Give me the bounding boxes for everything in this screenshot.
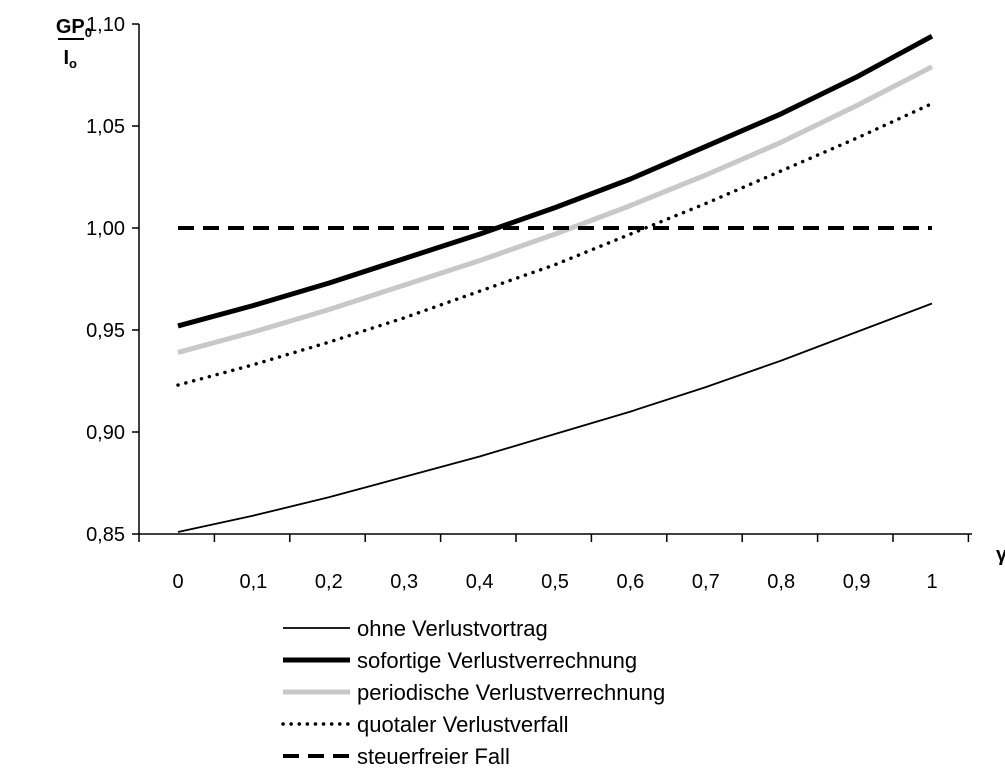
y-label-numerator-text: GP [56,16,85,38]
y-label-denominator-text: I [63,47,69,69]
legend-item: sofortige Verlustverrechnung [283,648,637,673]
y-tick-label: 1,10 [86,14,125,36]
legend-label: steuerfreier Fall [357,744,510,769]
y-label-denominator-sub: o [69,56,77,71]
x-tick-label: 0,6 [616,571,644,593]
x-tick-label: 0,7 [692,571,720,593]
y-tick-label: 0,95 [86,320,125,342]
x-tick-label: 0,3 [390,571,418,593]
x-tick-label: 1 [926,571,937,593]
x-ticks: 0 0,1 0,2 0,3 0,4 0,5 0,6 0,7 0,8 0,9 1 [138,534,970,593]
y-ticks: 0,85 0,90 0,95 1,00 1,05 1,10 [86,14,139,546]
x-tick-label: 0,2 [315,571,343,593]
legend-item: ohne Verlustvortrag [283,616,548,641]
legend-label: quotaler Verlustverfall [357,712,569,737]
series-line-3 [176,101,934,387]
legend: ohne Verlustvortrag sofortige Verlustverr… [281,616,665,769]
y-tick-label: 1,05 [86,116,125,138]
x-tick-label: 0,8 [767,571,795,593]
axes [138,24,972,535]
x-tick-label: 0 [172,571,183,593]
x-tick-label: 0,9 [843,571,871,593]
y-label-numerator-sub: 0 [85,25,92,40]
y-tick-label: 1,00 [86,218,125,240]
y-label-numerator: GP0 [56,16,92,40]
series-line-0 [177,302,933,533]
legend-label: sofortige Verlustverrechnung [357,648,637,673]
legend-label: periodische Verlustverrechnung [357,680,665,705]
series-line-1 [177,34,934,329]
legend-item: quotaler Verlustverfall [281,712,569,737]
legend-item: periodische Verlustverrechnung [283,680,665,705]
series-lines [176,34,934,533]
legend-label: ohne Verlustvortrag [357,616,548,641]
y-tick-label: 0,85 [86,524,125,546]
x-tick-label: 0,4 [466,571,494,593]
x-axis-label: γ [996,544,1005,566]
x-tick-label: 0,1 [239,571,267,593]
y-axis-label: GP0 Io [56,16,92,71]
series-line-2 [177,64,934,355]
y-label-denominator: Io [63,47,77,71]
legend-item: steuerfreier Fall [283,744,510,769]
y-tick-label: 0,90 [86,422,125,444]
x-tick-label: 0,5 [541,571,569,593]
